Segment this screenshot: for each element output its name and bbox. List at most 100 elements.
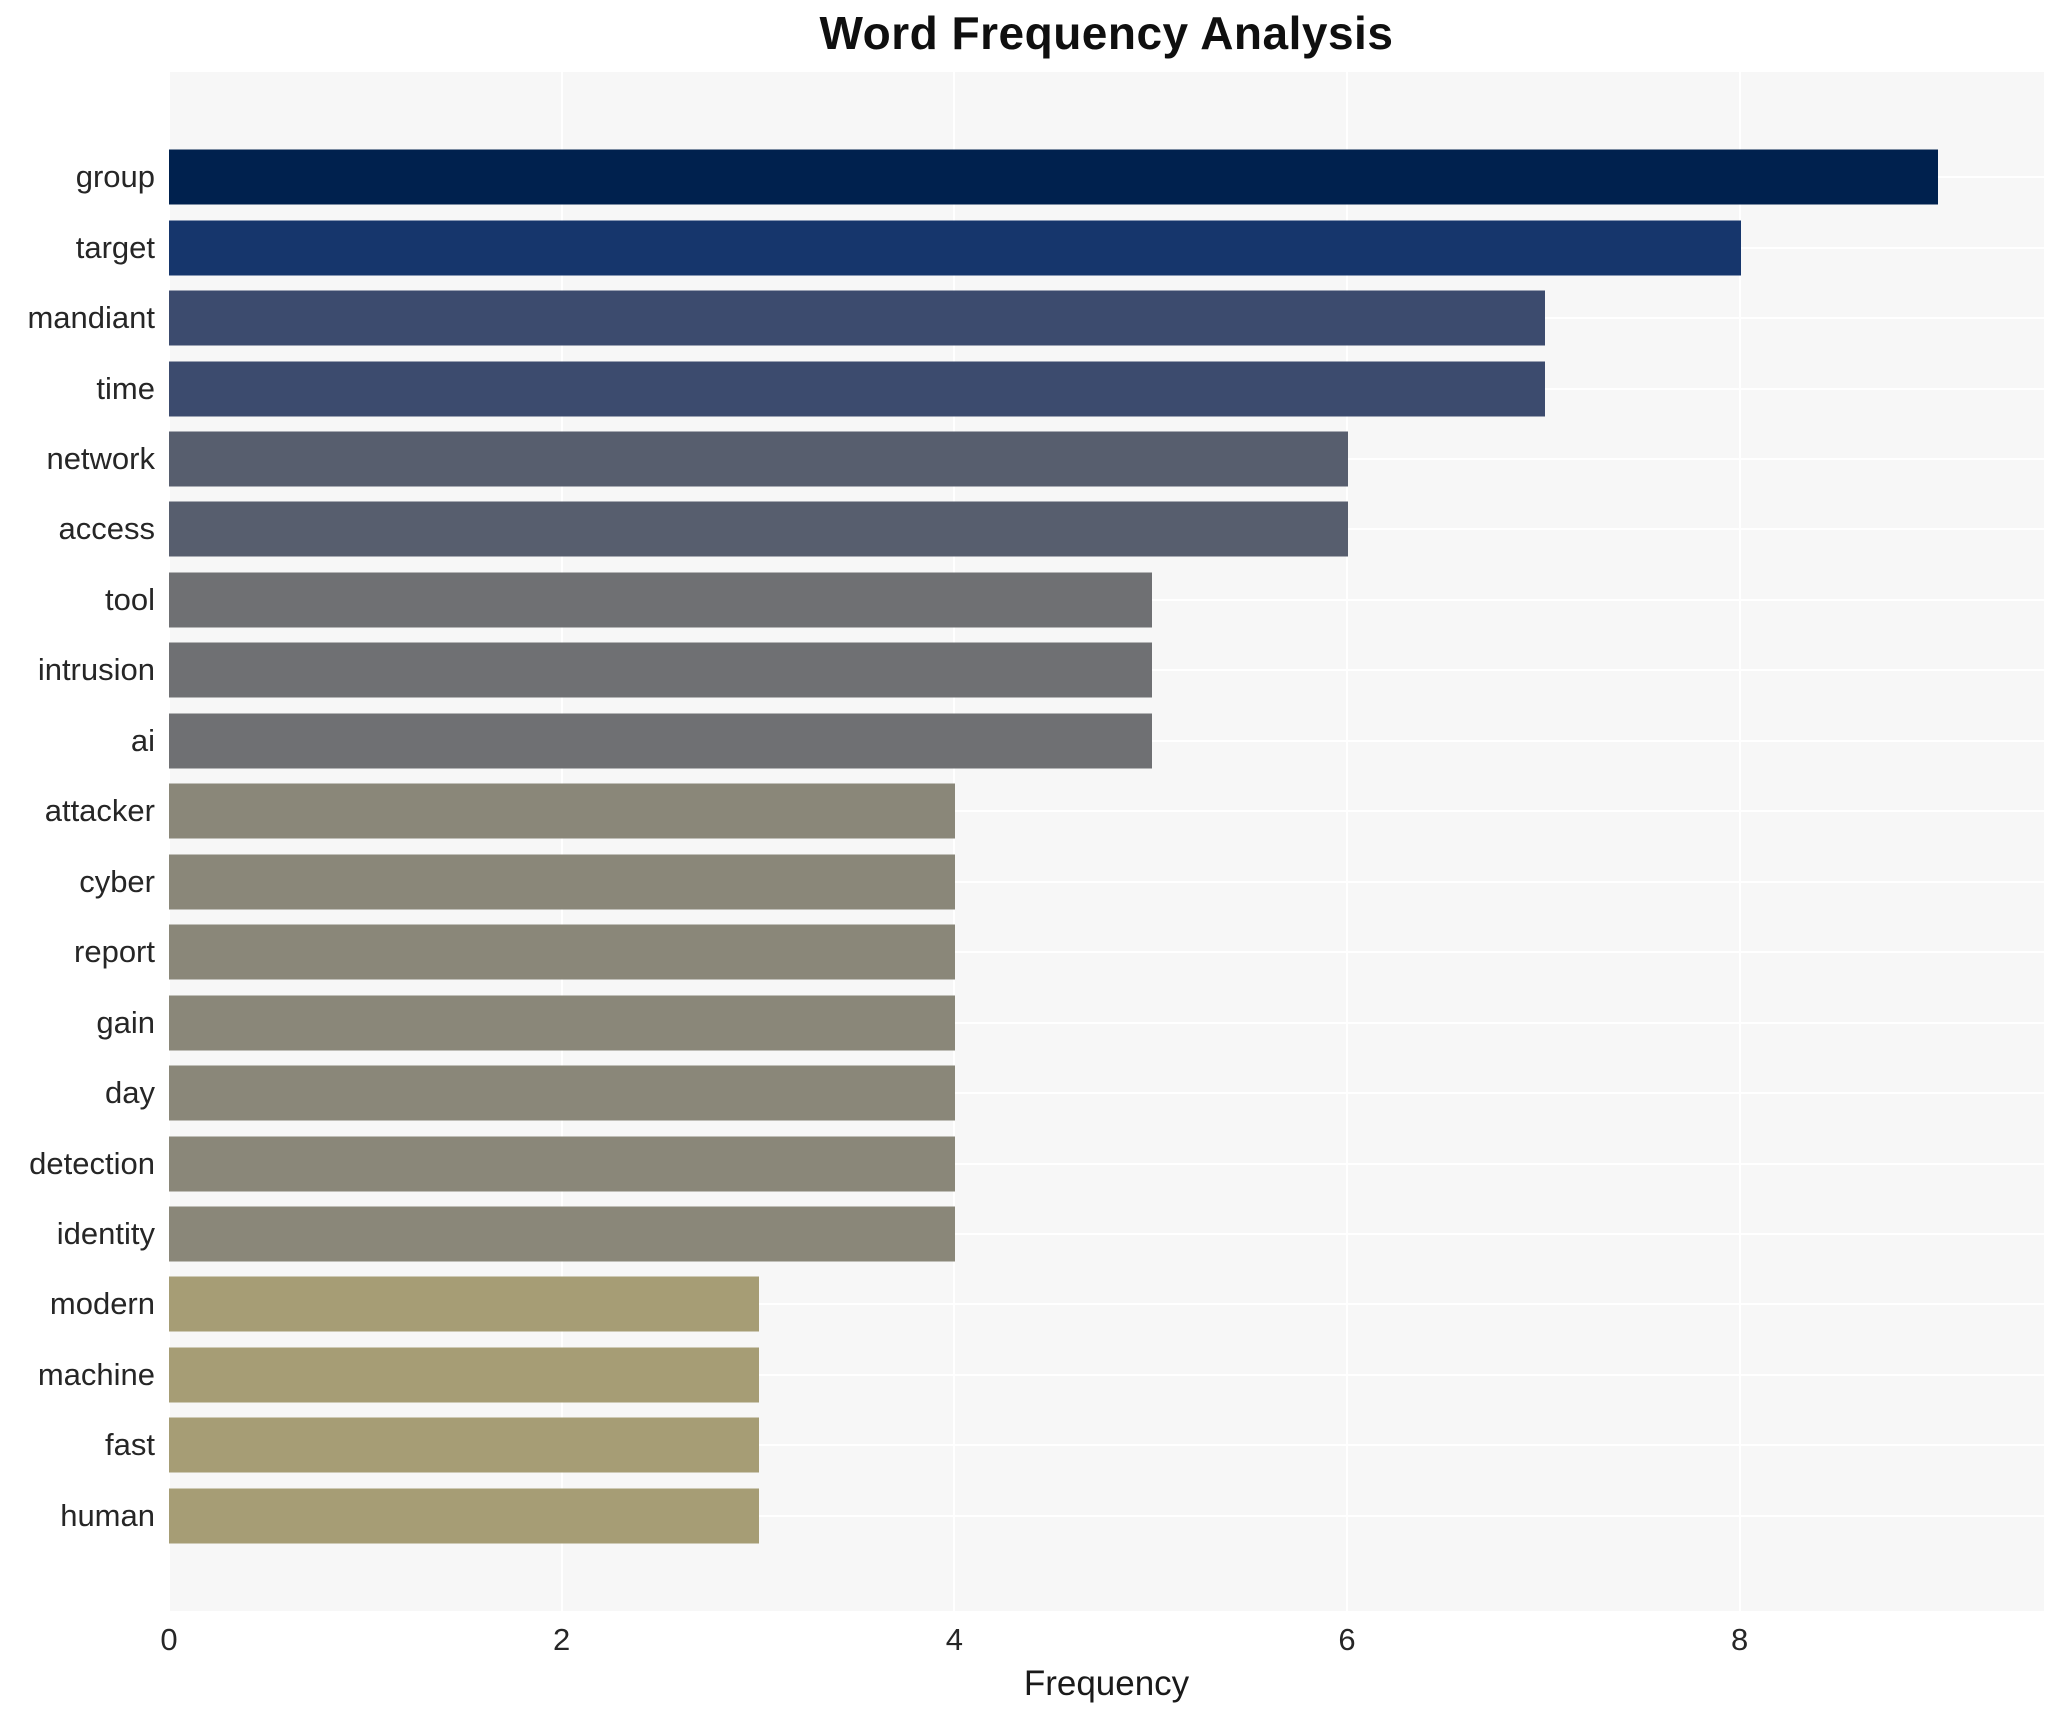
y-axis-label: cyber bbox=[79, 863, 155, 899]
bar-track bbox=[169, 1269, 2046, 1339]
bar bbox=[169, 431, 1349, 487]
bar-track bbox=[169, 1128, 2046, 1198]
bar bbox=[169, 713, 1152, 769]
bar-row: target bbox=[0, 212, 2046, 282]
bar bbox=[169, 642, 1152, 698]
bar-track bbox=[169, 1340, 2046, 1410]
y-axis-label: detection bbox=[29, 1145, 155, 1181]
bar-row: identity bbox=[0, 1199, 2046, 1269]
y-axis-label: fast bbox=[105, 1427, 155, 1463]
bar-track bbox=[169, 142, 2046, 212]
bar bbox=[169, 572, 1152, 628]
bar-track bbox=[169, 353, 2046, 423]
bar-row: human bbox=[0, 1481, 2046, 1551]
bar-track bbox=[169, 1058, 2046, 1128]
bar-track bbox=[169, 987, 2046, 1057]
bar bbox=[169, 290, 1545, 346]
bar-row: report bbox=[0, 917, 2046, 987]
y-axis-label: intrusion bbox=[37, 652, 155, 688]
bar-row: machine bbox=[0, 1340, 2046, 1410]
x-tick-label: 8 bbox=[1731, 1622, 1749, 1657]
y-axis-label: machine bbox=[37, 1356, 155, 1392]
bar-row: ai bbox=[0, 706, 2046, 776]
horizontal-gridline bbox=[169, 1303, 2046, 1306]
bar-track bbox=[169, 776, 2046, 846]
y-axis-label: time bbox=[96, 370, 155, 406]
bar-row: access bbox=[0, 494, 2046, 564]
bar bbox=[169, 361, 1545, 417]
bar bbox=[169, 1488, 759, 1544]
vertical-gridline bbox=[168, 72, 170, 1611]
bar-row: time bbox=[0, 353, 2046, 423]
y-axis-label: mandiant bbox=[27, 300, 155, 336]
bar-track bbox=[169, 706, 2046, 776]
bar-track bbox=[169, 635, 2046, 705]
bar-track bbox=[169, 283, 2046, 353]
y-axis-label: attacker bbox=[44, 793, 155, 829]
vertical-gridline bbox=[953, 72, 956, 1611]
bar bbox=[169, 501, 1349, 557]
bar-track bbox=[169, 917, 2046, 987]
x-tick-label: 0 bbox=[160, 1622, 178, 1657]
bar-row: detection bbox=[0, 1128, 2046, 1198]
bar-track bbox=[169, 1481, 2046, 1551]
horizontal-gridline bbox=[169, 810, 2046, 813]
y-axis-label: tool bbox=[105, 581, 155, 617]
x-axis-title: Frequency bbox=[1023, 1664, 1190, 1703]
bar bbox=[169, 854, 956, 910]
bar bbox=[169, 1276, 759, 1332]
y-axis-label: network bbox=[46, 441, 155, 477]
bar-row: mandiant bbox=[0, 283, 2046, 353]
x-axis-ticks: 0 2 4 6 8 bbox=[160, 1622, 2044, 1662]
y-axis-label: ai bbox=[130, 722, 155, 758]
bar bbox=[169, 995, 956, 1051]
bar-track bbox=[169, 1199, 2046, 1269]
bar-row: modern bbox=[0, 1269, 2046, 1339]
y-axis-label: day bbox=[105, 1075, 155, 1111]
horizontal-gridline bbox=[169, 1021, 2046, 1024]
bar bbox=[169, 924, 956, 980]
bar bbox=[169, 783, 956, 839]
x-tick-label: 6 bbox=[1338, 1622, 1356, 1657]
y-axis-label: human bbox=[60, 1497, 155, 1533]
bar-track bbox=[169, 565, 2046, 635]
bar-track bbox=[169, 212, 2046, 282]
bar-row: intrusion bbox=[0, 635, 2046, 705]
y-axis-label: group bbox=[75, 159, 155, 195]
bar-row: group bbox=[0, 142, 2046, 212]
horizontal-gridline bbox=[169, 1162, 2046, 1165]
y-axis-label: identity bbox=[56, 1216, 155, 1252]
horizontal-gridline bbox=[169, 1233, 2046, 1236]
horizontal-gridline bbox=[169, 880, 2046, 883]
horizontal-gridline bbox=[169, 1444, 2046, 1447]
vertical-gridline bbox=[560, 72, 563, 1611]
bar-track bbox=[169, 494, 2046, 564]
bar bbox=[169, 1417, 759, 1473]
y-axis-label: report bbox=[74, 934, 155, 970]
bar-track bbox=[169, 1410, 2046, 1480]
y-axis-label: target bbox=[75, 229, 155, 265]
bar bbox=[169, 1206, 956, 1262]
bar bbox=[169, 220, 1742, 276]
bar-row: network bbox=[0, 424, 2046, 494]
x-tick-label: 4 bbox=[945, 1622, 963, 1657]
x-tick-label: 2 bbox=[553, 1622, 571, 1657]
horizontal-gridline bbox=[169, 951, 2046, 954]
bar bbox=[169, 1065, 956, 1121]
horizontal-gridline bbox=[169, 1092, 2046, 1095]
bar-rows: group target mandiant time network access tool… bbox=[0, 72, 2046, 1611]
bar-row: cyber bbox=[0, 847, 2046, 917]
bar-row: attacker bbox=[0, 776, 2046, 846]
bar-row: fast bbox=[0, 1410, 2046, 1480]
chart-title: Word Frequency Analysis bbox=[819, 7, 1394, 59]
vertical-gridline bbox=[1346, 72, 1348, 1611]
horizontal-gridline bbox=[169, 1514, 2046, 1517]
bar-row: gain bbox=[0, 987, 2046, 1057]
y-axis-label: gain bbox=[96, 1004, 155, 1040]
bar-track bbox=[169, 847, 2046, 917]
bar-row: day bbox=[0, 1058, 2046, 1128]
y-axis-label: modern bbox=[49, 1286, 155, 1322]
horizontal-gridline bbox=[169, 1373, 2046, 1376]
bar-row: tool bbox=[0, 565, 2046, 635]
